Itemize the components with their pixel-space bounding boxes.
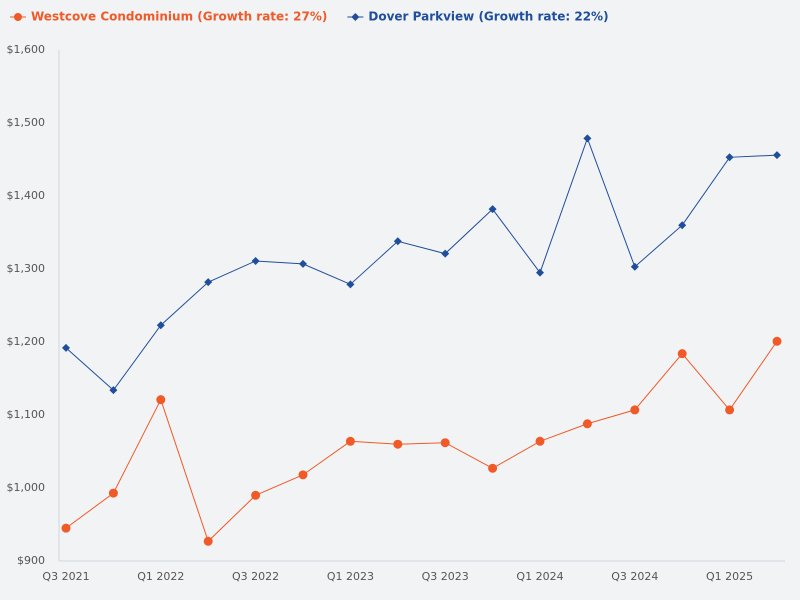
point	[346, 280, 355, 289]
point	[583, 134, 592, 143]
point	[251, 490, 261, 500]
y-tick-label: $1,600	[7, 43, 46, 56]
point	[488, 205, 497, 214]
point	[725, 405, 735, 415]
x-tick-label: Q3 2022	[232, 570, 279, 583]
legend-marker	[351, 13, 360, 21]
point	[488, 463, 498, 473]
y-tick-label: $1,300	[7, 262, 46, 275]
point	[61, 523, 71, 533]
point	[393, 439, 403, 449]
point	[725, 153, 734, 162]
point	[251, 256, 260, 265]
point	[156, 395, 166, 405]
legend-label: Dover Parkview (Growth rate: 22%)	[368, 10, 608, 24]
point	[773, 151, 781, 160]
point	[204, 278, 213, 287]
x-tick-label: Q1 2024	[516, 570, 563, 583]
point	[298, 470, 308, 480]
x-tick-label: Q1 2025	[706, 570, 753, 583]
point	[156, 321, 165, 330]
y-tick-label: $1,000	[7, 481, 46, 494]
point	[582, 419, 592, 429]
point	[108, 488, 118, 498]
x-tick-label: Q1 2022	[137, 570, 184, 583]
point	[109, 386, 118, 395]
point	[536, 268, 544, 277]
legend-label: Westcove Condominium (Growth rate: 27%)	[31, 10, 327, 24]
legend: Westcove Condominium (Growth rate: 27%) D…	[10, 10, 609, 24]
point	[440, 438, 450, 448]
y-tick-label: $1,400	[7, 189, 46, 202]
point	[62, 343, 70, 352]
point	[345, 436, 355, 446]
legend-item: Dover Parkview (Growth rate: 22%)	[347, 10, 609, 24]
point	[441, 249, 450, 258]
series-line	[65, 340, 778, 543]
point	[772, 336, 782, 346]
point	[678, 221, 687, 230]
point	[630, 405, 640, 415]
x-tick-label: Q3 2024	[611, 570, 658, 583]
series-line	[65, 136, 778, 391]
y-tick-label: $900	[17, 554, 45, 567]
point	[630, 262, 639, 271]
x-tick-label: Q3 2021	[42, 570, 89, 583]
y-tick-label: $1,500	[7, 116, 46, 129]
legend-item: Westcove Condominium (Growth rate: 27%)	[10, 10, 327, 24]
point	[299, 259, 307, 268]
y-tick-label: $1,200	[7, 335, 46, 348]
point	[677, 349, 687, 359]
x-tick-label: Q3 2023	[422, 570, 469, 583]
y-tick-label: $1,100	[7, 408, 46, 421]
x-tick-label: Q1 2023	[327, 570, 374, 583]
point	[535, 436, 545, 446]
legend-marker	[14, 13, 22, 21]
point	[393, 237, 402, 246]
point	[203, 536, 213, 546]
